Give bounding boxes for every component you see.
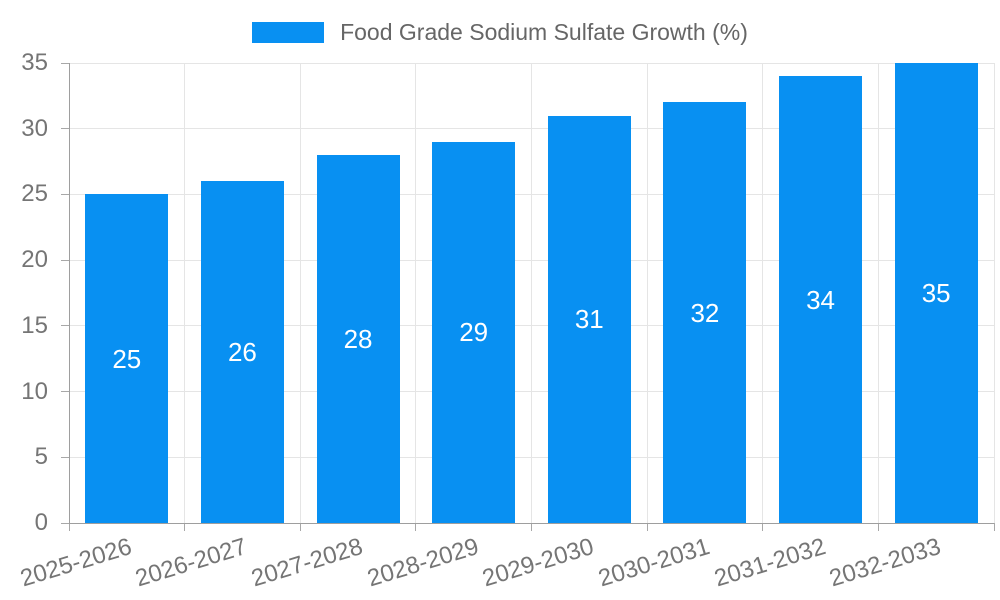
y-axis-tick <box>61 193 69 195</box>
y-axis-tick <box>61 325 69 327</box>
bar-value-label: 34 <box>806 284 836 315</box>
bar-value-label: 25 <box>112 343 142 374</box>
x-axis-tick <box>531 523 532 531</box>
legend-swatch-icon <box>252 21 325 43</box>
y-axis-tick <box>61 391 69 393</box>
bar-value-label: 28 <box>343 324 373 354</box>
bar-2027-2028[interactable]: 28 <box>316 155 400 523</box>
x-gridline <box>877 63 879 523</box>
legend-item[interactable]: Food Grade Sodium Sulfate Growth (%) <box>0 19 1000 45</box>
y-axis-tick <box>61 128 69 130</box>
x-gridline <box>646 63 648 523</box>
y-axis-tick-label: 5 <box>34 443 48 471</box>
y-axis-tick <box>61 456 69 458</box>
y-axis-tick-label: 20 <box>21 246 48 274</box>
y-axis-tick-label: 0 <box>34 509 48 536</box>
bar-value-label: 29 <box>459 317 489 348</box>
y-axis-tick <box>61 62 69 64</box>
bar-value-label: 31 <box>574 304 604 335</box>
x-axis-tick <box>877 523 879 531</box>
x-axis-tick <box>993 523 995 531</box>
x-axis-tick <box>415 523 417 531</box>
bar-2030-2031[interactable]: 32 <box>663 102 747 523</box>
y-axis-tick-label: 30 <box>21 114 48 142</box>
x-gridline <box>415 63 417 523</box>
x-axis-tick <box>762 523 764 531</box>
x-gridline <box>531 63 532 523</box>
x-axis-tick <box>299 523 301 531</box>
x-axis-line <box>69 523 994 524</box>
y-axis-tick-label: 10 <box>21 377 48 405</box>
x-axis-tick <box>68 523 70 531</box>
x-gridline <box>184 63 186 523</box>
y-axis-tick-label: 15 <box>21 311 48 339</box>
x-axis-tick <box>646 523 648 531</box>
plot-area: 0 5 10 15 20 25 30 35 25 26 28 29 31 32 34 35 2025-2026 2… <box>17 49 995 592</box>
x-gridline <box>299 63 301 523</box>
x-gridline <box>762 63 764 523</box>
y-axis-line <box>69 63 70 523</box>
x-axis-tick <box>184 523 186 531</box>
bar-value-label: 26 <box>227 337 257 368</box>
y-axis-tick <box>61 259 69 261</box>
x-gridline <box>993 63 995 523</box>
y-axis-tick-label: 35 <box>21 49 48 76</box>
bar-value-label: 35 <box>921 278 951 308</box>
bar-2031-2032[interactable]: 34 <box>779 76 863 523</box>
bar-2028-2029[interactable]: 29 <box>432 141 516 523</box>
bar-value-label: 32 <box>690 297 720 328</box>
bar-2026-2027[interactable]: 26 <box>200 181 284 523</box>
y-axis-tick-label: 25 <box>21 180 48 208</box>
bar-2029-2030[interactable]: 31 <box>547 115 631 523</box>
bar-2025-2026[interactable]: 25 <box>85 194 169 523</box>
legend-label: Food Grade Sodium Sulfate Growth (%) <box>340 18 748 45</box>
bar-2032-2033[interactable]: 35 <box>894 63 978 523</box>
y-axis-tick <box>61 522 69 524</box>
